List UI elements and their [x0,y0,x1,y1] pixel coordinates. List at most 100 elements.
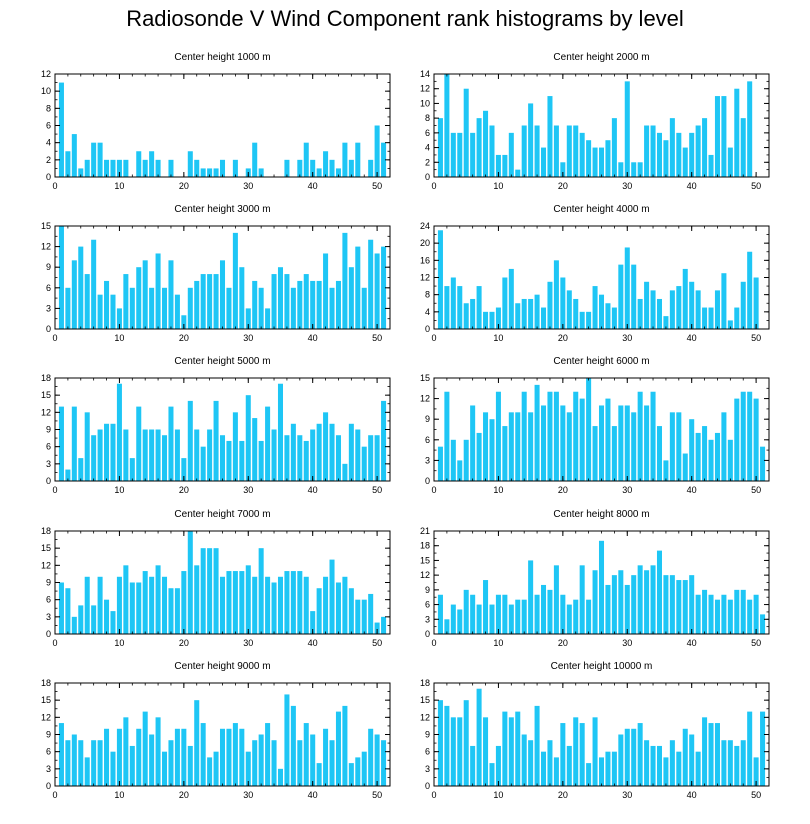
y-tick-label: 3 [46,764,51,774]
y-tick-label: 3 [46,303,51,313]
bar [123,717,129,786]
bar [534,384,540,481]
bar [110,423,116,481]
bar [168,588,174,634]
x-tick-label: 0 [52,485,57,495]
bar [470,132,476,177]
bar [689,734,695,786]
bar [181,728,187,786]
panel-title: Center height 7000 m [174,509,270,520]
bar [142,429,148,481]
bar [598,540,605,634]
y-tick-label: 12 [420,84,430,94]
bar [437,594,443,634]
bar [437,230,443,329]
bar [78,246,84,329]
bar [663,460,669,481]
y-tick-label: 15 [41,390,51,400]
bar [656,426,662,481]
bar [702,426,708,481]
bar [560,162,566,177]
bar [637,565,643,634]
bar [277,383,283,481]
y-tick-label: 6 [425,128,430,138]
x-tick-label: 20 [179,638,189,648]
bar [708,594,714,634]
bar [258,548,264,634]
bar [355,599,361,634]
bar [547,391,553,481]
bar [207,274,213,329]
bar [116,728,122,786]
bar [252,740,258,786]
bar [598,147,605,177]
y-tick-label: 12 [41,69,51,79]
x-tick-label: 10 [493,790,503,800]
bar [650,565,656,634]
bar [323,253,329,329]
bar [579,565,585,634]
bar [502,711,508,786]
bar [104,423,110,481]
x-tick-label: 40 [308,485,318,495]
y-tick-label: 12 [420,712,430,722]
bar [727,439,733,481]
bar [734,88,740,177]
panel-3: Center height 3000 m 0 10 20 30 40 50 0 3 6 9 12 15 [41,204,391,343]
bar [129,582,135,634]
bar [310,159,316,177]
bar [342,463,348,481]
bar [598,757,605,786]
bar [78,458,84,481]
bar [265,308,271,329]
bar [669,740,675,786]
bar [463,439,469,481]
bar [361,446,367,481]
bar [489,419,495,481]
bar [463,589,469,634]
bar [97,576,103,634]
bar [656,745,662,786]
bar [695,594,701,634]
y-tick-label: 9 [425,414,430,424]
bar [644,405,650,481]
panel-title: Center height 8000 m [553,509,649,520]
x-tick-label: 40 [687,333,697,343]
y-tick-label: 15 [41,221,51,231]
bar [650,125,656,177]
bar [200,446,206,481]
bar [174,588,180,634]
bar [265,406,271,481]
x-tick-label: 30 [243,485,253,495]
bar [740,391,746,481]
bar [476,604,482,634]
panel-8: Center height 8000 m 0 10 20 30 40 50 0 3 6 9 12 15 1… [420,509,770,648]
bar [444,391,450,481]
bar [618,162,624,177]
bar [637,298,643,329]
bar [611,751,617,786]
bar [213,274,219,329]
x-tick-label: 0 [52,333,57,343]
bar [476,432,482,481]
bar [200,723,206,786]
y-tick-label: 21 [420,526,430,536]
bar [541,584,547,634]
bar [374,435,380,481]
bar [303,274,309,329]
panel-title: Center height 4000 m [553,204,649,215]
bar [284,571,290,634]
bar [368,159,374,177]
bar [547,740,553,786]
bar [155,565,161,634]
bar [747,711,753,786]
bar [71,134,77,177]
bar [508,717,514,786]
bar [624,405,630,481]
bar [528,412,534,481]
y-tick-label: 3 [425,614,430,624]
bar [682,147,688,177]
bar [631,412,637,481]
bar [708,307,714,329]
bar [528,103,534,177]
